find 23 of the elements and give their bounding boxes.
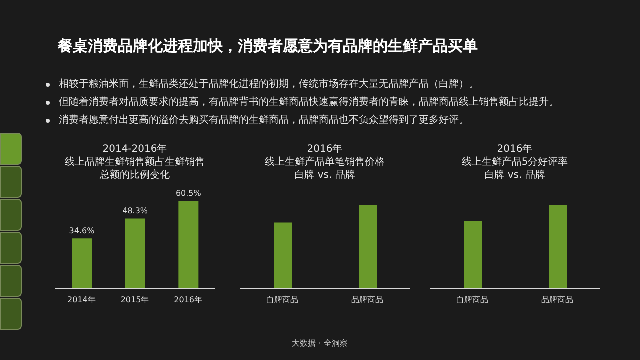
x-tick-label: 2016年 (174, 296, 203, 305)
x-tick-label: 白牌商品 (456, 296, 488, 305)
x-tick-label: 品牌商品 (352, 296, 384, 305)
chart-subtitle: 线上生鲜产品单笔销售价格 (264, 156, 386, 169)
data-label: 60.5% (176, 189, 202, 198)
chart-subtitle: 线上品牌生鲜销售额占生鲜销售总额的比例变化 (64, 156, 206, 182)
data-label: 48.3% (122, 206, 148, 216)
chart-title: 2016年 (497, 143, 533, 156)
x-tick-label: 2014年 (67, 296, 96, 305)
text: 相较于粮油米面，生鲜品类还处于品牌化进程的初期，传统市场存在大量无品牌产品（白牌）。 (59, 78, 479, 92)
x-tick-label: 品牌商品 (542, 296, 574, 305)
x-tick-label: 白牌商品 (266, 296, 298, 305)
text: 大数据 · 全洞察 (291, 338, 349, 349)
chart-title: 2014-2016年 (102, 143, 168, 156)
text: 餐桌消费品牌化进程加快，消费者愿意为有品牌的生鲜产品买单 (58, 37, 478, 56)
text: 白牌 vs. 品牌 (484, 169, 546, 182)
x-tick-label: 2015年 (120, 296, 150, 305)
text: 消费者愿意付出更高的溢价去购买有品牌的生鲜商品，品牌商品也不负众望得到了更多好评。 (59, 114, 469, 128)
data-label: 34.6% (69, 226, 96, 236)
chart-subtitle: 线上生鲜产品5分好评率 (460, 156, 570, 169)
text: 白牌 vs. 品牌 (294, 169, 356, 182)
text: 但随着消费者对品质要求的提高，有品牌背书的生鲜商品快速赢得消费者的青睐，品牌商品线上销售额占比提升。 (59, 96, 559, 110)
chart-title: 2016年 (307, 143, 343, 156)
